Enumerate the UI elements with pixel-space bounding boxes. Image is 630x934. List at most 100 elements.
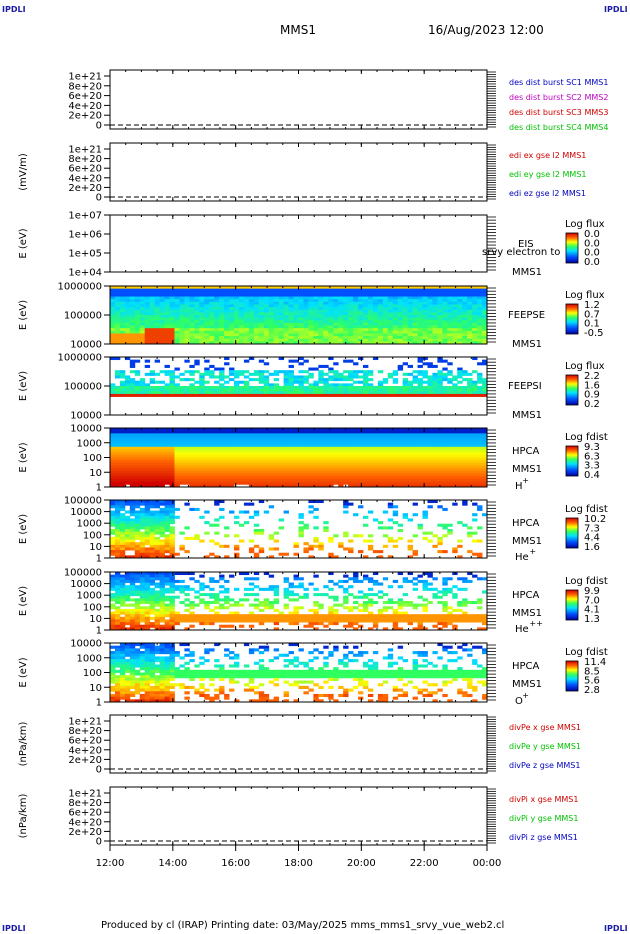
spectrogram-cell — [278, 484, 285, 488]
spectrogram-cell — [129, 587, 136, 591]
spectrogram-cell — [442, 288, 448, 292]
spectrogram-cell — [110, 317, 116, 321]
spectrogram-cell — [343, 388, 349, 392]
spectrogram-cell — [338, 476, 344, 480]
spectrogram-cell — [452, 299, 458, 303]
spectrogram-cell — [273, 436, 280, 440]
spectrogram-cell — [110, 430, 116, 434]
spectrogram-cell — [358, 388, 364, 392]
spectrogram-cell — [343, 460, 349, 464]
spectrogram-cell — [119, 622, 126, 626]
spectrogram-cell — [328, 391, 334, 395]
spectrogram-cell — [243, 375, 250, 379]
spectrogram-cell — [283, 317, 289, 321]
spectrogram-cell — [377, 460, 384, 464]
spectrogram-cell — [358, 473, 364, 477]
spectrogram-cell — [318, 547, 324, 551]
spectrogram-cell — [338, 383, 344, 387]
spectrogram-cell — [417, 286, 423, 290]
spectrogram-cell — [169, 555, 175, 559]
spectrogram-cell — [333, 470, 339, 474]
spectrogram-cell — [427, 505, 433, 509]
spectrogram-cell — [129, 518, 136, 522]
spectrogram-cell — [422, 375, 428, 379]
spectrogram-cell — [482, 317, 488, 321]
spectrogram-cell — [159, 526, 165, 530]
spectrogram-cell — [417, 462, 423, 466]
spectrogram-cell — [139, 624, 146, 628]
spectrogram-cell — [442, 452, 448, 456]
spectrogram-cell — [348, 473, 354, 477]
spectrogram-cell — [144, 513, 151, 517]
spectrogram-cell — [219, 320, 225, 324]
spectrogram-cell — [328, 286, 334, 290]
spectrogram-cell — [367, 386, 374, 390]
spectrogram-cell — [452, 307, 458, 311]
spectrogram-cell — [278, 391, 285, 395]
spectrogram-cell — [348, 391, 354, 395]
spectrogram-cell — [219, 370, 225, 374]
spectrogram-cell — [477, 444, 483, 448]
ylabel: E (eV) — [18, 228, 29, 258]
spectrogram-cell — [338, 465, 344, 469]
spectrogram-cell — [462, 481, 468, 485]
spectrogram-cell — [219, 481, 225, 485]
ytick-label: 10000 — [70, 340, 102, 351]
spectrogram-cell — [229, 391, 235, 395]
spectrogram-cell — [367, 430, 374, 434]
spectrogram-cell — [164, 539, 170, 543]
spectrogram-cell — [159, 624, 165, 628]
spectrogram-cell — [392, 430, 399, 434]
spectrogram-cell — [422, 309, 428, 313]
spectrogram-cell — [427, 457, 433, 461]
spectrogram-cell — [114, 436, 121, 440]
spectrogram-cell — [437, 386, 443, 390]
spectrogram-cell — [209, 436, 215, 440]
spectrogram-cell — [238, 598, 245, 602]
spectrogram-cell — [417, 478, 423, 483]
spectrogram-cell — [164, 627, 170, 631]
spectrogram-cell — [129, 502, 136, 506]
spectrogram-cell — [313, 507, 319, 511]
spectrogram-cell — [263, 383, 270, 387]
spectrogram-cell — [358, 505, 364, 509]
spectrogram-cell — [179, 299, 185, 303]
spectrogram-cell — [174, 438, 180, 442]
spectrogram-cell — [144, 555, 151, 559]
spectrogram-cell — [323, 473, 329, 477]
spectrogram-cell — [119, 309, 126, 313]
spectrogram-cell — [353, 362, 359, 366]
spectrogram-cell — [229, 462, 235, 466]
spectrogram-cell — [477, 336, 483, 340]
spectrogram-cell — [412, 438, 418, 442]
spectrogram-cell — [457, 481, 463, 485]
spectrogram-cell — [114, 529, 121, 533]
spectrogram-cell — [144, 286, 151, 290]
spectrogram-cell — [308, 296, 314, 300]
spectrogram-cell — [194, 336, 200, 340]
spectrogram-cell — [134, 391, 141, 395]
spectrogram-cell — [243, 322, 250, 326]
spectrogram-cell — [159, 507, 165, 511]
spectrogram-cell — [219, 577, 225, 581]
spectrogram-cell — [477, 470, 483, 474]
spectrogram-cell — [293, 544, 299, 548]
spectrogram-cell — [209, 441, 215, 445]
spectrogram-cell — [437, 330, 443, 334]
spectrogram-cell — [432, 428, 438, 432]
spectrogram-cell — [110, 452, 116, 456]
spectrogram-cell — [149, 484, 156, 488]
spectrogram-cell — [382, 484, 389, 488]
spectrogram-cell — [243, 614, 250, 618]
spectrogram-cell — [392, 312, 399, 316]
spectrogram-cell — [139, 383, 146, 387]
spectrogram-cell — [154, 391, 161, 395]
spectrogram-cell — [392, 468, 399, 472]
spectrogram-cell — [164, 452, 170, 456]
spectrogram-cell — [467, 444, 473, 448]
spectrogram-cell — [387, 372, 394, 376]
spectrogram-cell — [457, 457, 463, 461]
spectrogram-cell — [238, 286, 245, 290]
